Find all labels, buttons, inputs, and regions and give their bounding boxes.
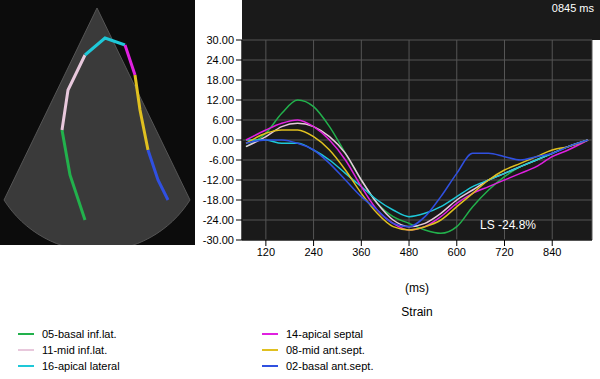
html-text:14-apical septal: 14-apical septal: [286, 328, 364, 340]
svg-text:24.00: 24.00: [206, 54, 234, 66]
svg-text:-6.00: -6.00: [209, 154, 234, 166]
svg-text:18.00: 18.00: [206, 74, 234, 86]
svg-text:-12.00: -12.00: [203, 174, 234, 186]
html-text:0845 ms: 0845 ms: [551, 2, 594, 14]
svg-text:480: 480: [400, 246, 418, 258]
html-text:LS -24.8%: LS -24.8%: [480, 218, 536, 232]
svg-text:720: 720: [495, 246, 513, 258]
svg-text:(ms): (ms): [405, 281, 429, 295]
html-text:02-basal ant.sept.: 02-basal ant.sept.: [286, 360, 374, 372]
svg-text:-30.00: -30.00: [203, 234, 234, 246]
html-text:11-mid inf.lat.: 11-mid inf.lat.: [42, 344, 108, 356]
svg-text:6.00: 6.00: [213, 114, 234, 126]
svg-text:240: 240: [304, 246, 322, 258]
svg-text:840: 840: [543, 246, 561, 258]
svg-text:-24.00: -24.00: [203, 214, 234, 226]
html-text:Strain: Strain: [401, 305, 433, 319]
html-text:08-mid ant.sept.: 08-mid ant.sept.: [286, 344, 365, 356]
svg-text:360: 360: [352, 246, 370, 258]
html-text:16-apical lateral: 16-apical lateral: [42, 360, 120, 372]
svg-text:120: 120: [257, 246, 275, 258]
svg-text:600: 600: [448, 246, 466, 258]
svg-text:0.00: 0.00: [213, 134, 234, 146]
svg-text:12.00: 12.00: [206, 94, 234, 106]
svg-text:-18.00: -18.00: [203, 194, 234, 206]
svg-text:30.00: 30.00: [206, 34, 234, 46]
html-text:05-basal inf.lat.: 05-basal inf.lat.: [42, 328, 117, 340]
